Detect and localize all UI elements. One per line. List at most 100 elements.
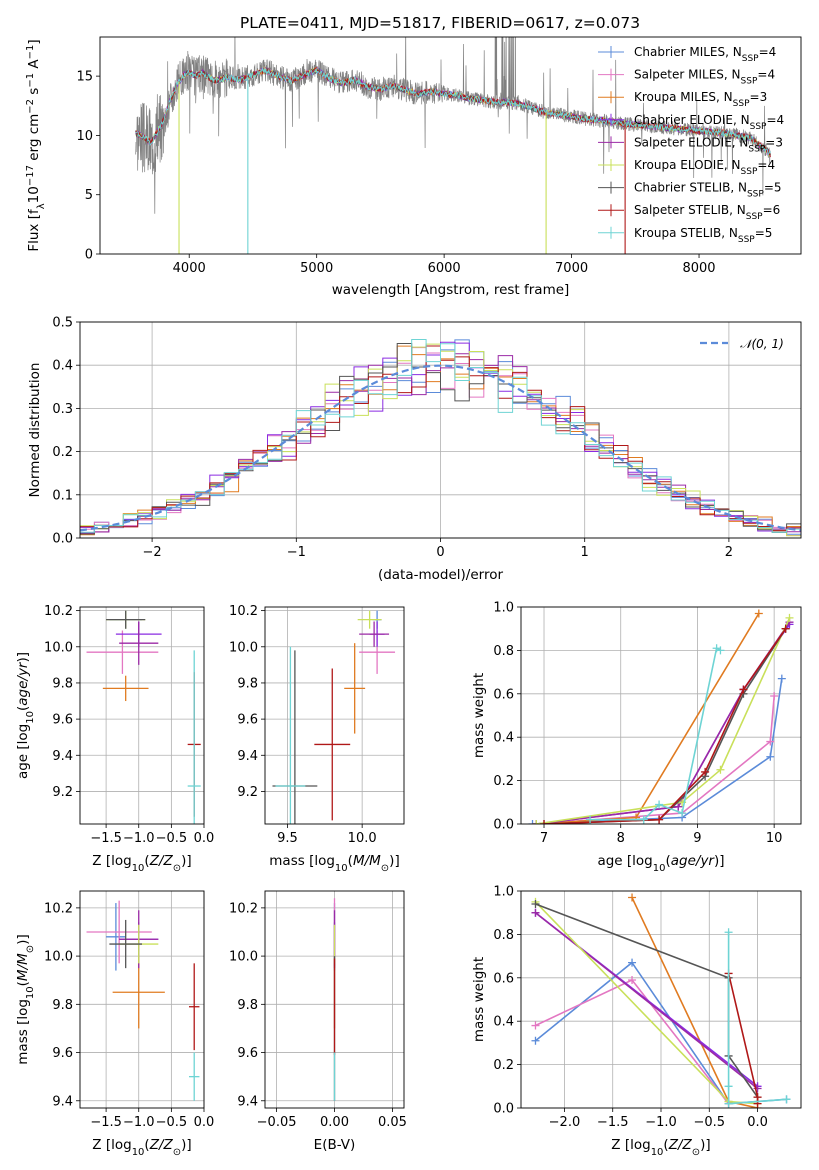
- legend-tail: =5: [755, 226, 773, 240]
- legend-text: Salpeter STELIB, N: [634, 203, 746, 217]
- x-tick-label: −1.0: [123, 1115, 155, 1130]
- axis-label-part: )]: [15, 652, 31, 663]
- y-tick-label: 0.2: [52, 445, 73, 460]
- axis-label-part: )]: [389, 853, 400, 869]
- legend-label: Salpeter MILES, NSSP=4: [634, 68, 775, 87]
- x-tick-label: −0.05: [257, 1115, 297, 1130]
- y-tick-label: 0.6: [493, 687, 514, 702]
- weight-marker: [531, 908, 540, 917]
- legend-label: Salpeter STELIB, NSSP=6: [634, 203, 780, 222]
- weight-line: [543, 628, 787, 824]
- residual-xlabel: (data-model)/error: [378, 567, 504, 583]
- x-tick-label: −0.5: [693, 1115, 725, 1130]
- axis-label-part: ⊙: [173, 863, 181, 874]
- y-tick-label: 10.0: [44, 950, 73, 965]
- weight-line: [727, 932, 787, 1105]
- legend-label: Chabrier MILES, NSSP=4: [634, 45, 776, 64]
- legend-tail: =3: [750, 90, 768, 104]
- y-tick-label: 9.8: [52, 998, 73, 1013]
- y-tick-label: 10.2: [229, 901, 258, 916]
- x-tick-label: −0.5: [156, 1115, 188, 1130]
- legend-tail: =3: [765, 135, 783, 149]
- legend-text: Salpeter ELODIE, N: [634, 135, 748, 149]
- weight-marker: [716, 646, 725, 655]
- x-tick-label: 9.5: [277, 831, 298, 846]
- y-tick-label: 10.0: [229, 640, 258, 655]
- axis-label-part: Z [log: [92, 853, 131, 869]
- y-tick-label: 5: [85, 188, 93, 203]
- axis-label-part: age/yr: [15, 661, 31, 706]
- legend-label: Chabrier STELIB, NSSP=5: [634, 181, 782, 200]
- y-tick-label: 0.0: [493, 818, 514, 833]
- axis-label: age [log10(age/yr)]: [597, 853, 724, 874]
- legend-label: Kroupa MILES, NSSP=3: [634, 90, 767, 109]
- axis-label-part: )]: [714, 853, 725, 869]
- axis-label-part: (: [665, 853, 670, 869]
- x-tick-label: 0.0: [194, 1115, 215, 1130]
- y-tick-label: 10.0: [44, 640, 73, 655]
- axis-label-part: Z [log: [611, 1137, 650, 1153]
- weight-marker: [540, 820, 549, 824]
- axis-label-part: 10: [651, 1147, 664, 1158]
- legend-sub: SSP: [747, 190, 764, 200]
- weight-marker: [586, 815, 595, 824]
- axis-label-part: A: [26, 59, 42, 73]
- y-tick-label: 9.6: [52, 713, 73, 728]
- axis-label-part: (: [144, 853, 149, 869]
- axis-label-part: )]: [700, 1137, 711, 1153]
- y-tick-label: 9.4: [52, 749, 73, 764]
- legend-sub: SSP: [748, 144, 765, 154]
- weight-ylabel: mass weight: [471, 673, 487, 758]
- axes-mass_vs_Z: −1.5 −1.0 −0.5 0.09.49.69.810.010.2Z [log10…: [15, 890, 215, 1158]
- axis-label-part: M/M: [353, 853, 381, 869]
- weight-line: [590, 646, 721, 821]
- legend-text: Kroupa STELIB, N: [634, 226, 738, 240]
- axes-residual_distribution: −2 −1 0 1 2 0.0 0.1 0.2 0.3 0.4 0.5 (data-model)/er…: [27, 316, 802, 583]
- x-tick-label: 5000: [300, 261, 333, 276]
- axes-frame: [79, 321, 802, 539]
- axis-label-part: mass [log: [15, 999, 31, 1065]
- x-tick-label: −1.5: [90, 831, 122, 846]
- x-tick-label: −1.5: [90, 1115, 122, 1130]
- axes-frame: [264, 890, 405, 1109]
- y-tick-label: 0.5: [52, 316, 73, 331]
- plot-area: [80, 339, 801, 537]
- weight-marker: [531, 1021, 540, 1030]
- legend-text: Chabrier MILES, N: [634, 45, 742, 59]
- axis-label-part: s: [26, 88, 42, 99]
- legend-tail: =5: [764, 181, 782, 195]
- axis-label-part: (: [348, 853, 353, 869]
- weight-line: [532, 678, 783, 824]
- y-tick-label: 0.6: [493, 971, 514, 986]
- legend-text: Chabrier ELODIE, N: [634, 113, 750, 127]
- legend-text: Salpeter MILES, N: [634, 68, 741, 82]
- axis-label-part: (: [144, 1137, 149, 1153]
- legend-label: 𝒩(0, 1): [740, 337, 784, 351]
- y-tick-label: 10.0: [229, 950, 258, 965]
- x-tick-label: 7: [540, 831, 548, 846]
- weight-marker: [531, 1036, 540, 1045]
- axis-label-part: Z [log: [92, 1137, 131, 1153]
- axes-mass_weight_vs_Z: −2.0 −1.5 −1.0 −0.5 0.0 0.0 0.2 0.4 0.6 0.8 1.0 Z […: [471, 885, 802, 1158]
- y-tick-label: 10: [76, 129, 93, 144]
- axis-label-part: ⊙: [173, 1147, 181, 1158]
- x-tick-label: 1: [581, 545, 589, 560]
- axis-label-part: Flux [f: [26, 208, 42, 252]
- weight-marker: [754, 609, 763, 618]
- y-tick-label: 0.4: [493, 731, 514, 746]
- weight-marker: [785, 613, 794, 622]
- x-tick-label: 0.0: [194, 831, 215, 846]
- axis-label-part: 10: [132, 863, 145, 874]
- legend-text: Kroupa ELODIE, N: [634, 158, 741, 172]
- axis-label-part: 10: [25, 711, 36, 724]
- spectrum-xlabel: wavelength [Angstrom, rest frame]: [332, 282, 570, 298]
- legend-sub: SSP: [741, 77, 758, 87]
- weight-line: [536, 621, 791, 824]
- x-tick-label: 0.0: [747, 1115, 768, 1130]
- y-tick-label: 9.8: [237, 998, 258, 1013]
- axes-frame: [520, 890, 802, 1109]
- y-tick-label: 0.4: [493, 1015, 514, 1030]
- x-tick-label: 2: [725, 545, 733, 560]
- axes-frame: [79, 606, 205, 825]
